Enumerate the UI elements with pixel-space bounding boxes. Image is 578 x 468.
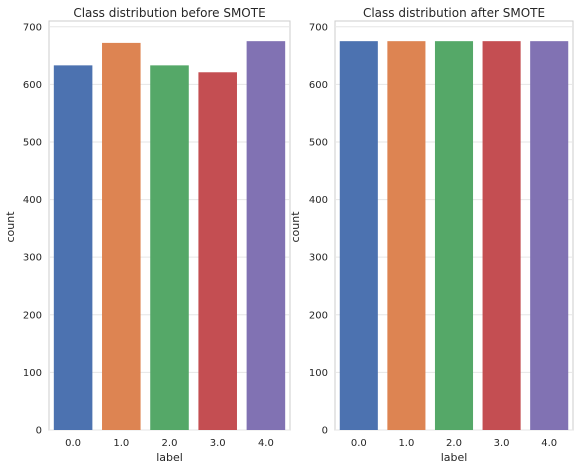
y-axis-label-before: count	[4, 211, 17, 243]
y-ticks-before: 0 100 200 300 400 500 600 700	[23, 22, 42, 436]
x-tick-label: 0.0	[65, 438, 81, 449]
y-tick-label: 600	[23, 80, 42, 91]
bar-0.0	[53, 65, 93, 431]
y-axis-label-after: count	[289, 211, 302, 243]
bar-1.0	[387, 41, 426, 430]
chart-after-smote: 0 100 200 300 400 500 600 700 0.0 1.0 2.0 3.0 4.0 C…	[289, 6, 574, 464]
y-tick-label: 200	[23, 310, 42, 321]
bar-2.0	[434, 41, 474, 430]
y-tick-label: 0	[322, 426, 328, 437]
chart-title-before: Class distribution before SMOTE	[73, 6, 265, 20]
x-tick-label: 0.0	[351, 438, 367, 449]
x-ticks-before: 0.0 1.0 2.0 3.0 4.0	[65, 438, 274, 449]
x-axis-label-before: label	[156, 451, 183, 464]
y-tick-label: 400	[309, 195, 328, 206]
y-tick-label: 0	[36, 426, 42, 437]
x-tick-label: 4.0	[258, 438, 274, 449]
bars-after	[339, 41, 569, 430]
y-tick-label: 200	[309, 310, 328, 321]
bar-4.0	[246, 41, 286, 430]
x-tick-label: 2.0	[446, 438, 462, 449]
y-tick-label: 100	[309, 368, 328, 379]
y-tick-label: 100	[23, 368, 42, 379]
bars-before	[53, 41, 286, 431]
y-tick-label: 400	[23, 195, 42, 206]
x-tick-label: 4.0	[541, 438, 557, 449]
bar-0.0	[339, 41, 378, 430]
y-ticks-after: 0 100 200 300 400 500 600 700	[309, 22, 328, 436]
chart-before-smote: 0 100 200 300 400 500 600 700 0.0 1.0 2.0 3.0 4.0 C…	[4, 6, 291, 464]
bar-2.0	[150, 65, 189, 431]
bar-1.0	[102, 42, 141, 431]
y-tick-label: 300	[23, 253, 42, 264]
chart-title-after: Class distribution after SMOTE	[363, 6, 545, 20]
y-tick-label: 700	[309, 22, 328, 33]
x-ticks-after: 0.0 1.0 2.0 3.0 4.0	[351, 438, 557, 449]
bar-4.0	[530, 41, 569, 430]
y-tick-label: 700	[23, 22, 42, 33]
y-tick-label: 500	[309, 137, 328, 148]
x-tick-label: 1.0	[113, 438, 129, 449]
y-tick-label: 600	[309, 80, 328, 91]
bar-3.0	[482, 41, 521, 430]
y-tick-label: 500	[23, 137, 42, 148]
x-axis-label-after: label	[441, 451, 468, 464]
x-tick-label: 3.0	[210, 438, 226, 449]
bar-3.0	[198, 72, 237, 430]
x-tick-label: 1.0	[398, 438, 414, 449]
x-tick-label: 2.0	[162, 438, 178, 449]
x-tick-label: 3.0	[494, 438, 510, 449]
y-tick-label: 300	[309, 253, 328, 264]
